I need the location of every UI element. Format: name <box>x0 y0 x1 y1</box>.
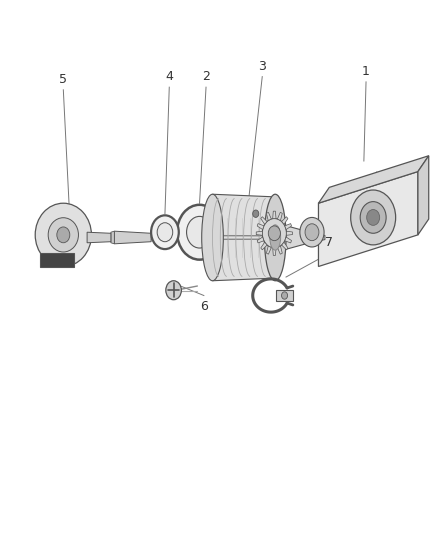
Circle shape <box>367 209 380 225</box>
Polygon shape <box>285 237 292 243</box>
Text: 6: 6 <box>200 300 208 312</box>
Text: 3: 3 <box>258 60 266 72</box>
Circle shape <box>166 281 181 300</box>
Polygon shape <box>266 212 271 221</box>
Polygon shape <box>87 232 111 243</box>
Circle shape <box>187 216 212 248</box>
Circle shape <box>157 223 173 241</box>
Circle shape <box>57 227 70 243</box>
Polygon shape <box>310 232 325 243</box>
Polygon shape <box>277 246 282 254</box>
Polygon shape <box>261 217 267 224</box>
Circle shape <box>360 201 386 233</box>
Circle shape <box>305 224 319 241</box>
Polygon shape <box>257 224 264 230</box>
Polygon shape <box>275 223 310 252</box>
Circle shape <box>351 190 396 245</box>
Polygon shape <box>256 231 262 235</box>
Text: 2: 2 <box>202 70 210 83</box>
Polygon shape <box>266 246 271 254</box>
Ellipse shape <box>265 194 286 281</box>
Polygon shape <box>273 211 276 219</box>
Polygon shape <box>305 226 318 240</box>
Circle shape <box>262 219 286 248</box>
Text: 5: 5 <box>59 73 67 86</box>
Polygon shape <box>212 194 275 281</box>
Text: 1: 1 <box>362 65 370 78</box>
Circle shape <box>151 215 179 249</box>
Polygon shape <box>261 242 267 250</box>
Polygon shape <box>257 237 264 243</box>
Ellipse shape <box>270 225 281 250</box>
Polygon shape <box>39 253 74 266</box>
Polygon shape <box>282 242 288 250</box>
Polygon shape <box>276 290 293 301</box>
Polygon shape <box>318 156 429 203</box>
Polygon shape <box>277 212 282 221</box>
Ellipse shape <box>202 194 223 281</box>
Polygon shape <box>273 248 276 255</box>
Polygon shape <box>114 231 151 244</box>
Text: 7: 7 <box>325 236 333 249</box>
Circle shape <box>300 217 324 247</box>
Circle shape <box>177 205 222 260</box>
Polygon shape <box>282 217 288 224</box>
Polygon shape <box>418 156 429 235</box>
Circle shape <box>282 292 288 299</box>
Circle shape <box>268 226 280 241</box>
Circle shape <box>253 210 259 217</box>
Polygon shape <box>111 231 114 244</box>
Ellipse shape <box>35 203 92 266</box>
Ellipse shape <box>48 217 78 252</box>
Polygon shape <box>318 172 418 266</box>
Polygon shape <box>285 224 292 230</box>
Text: 4: 4 <box>165 70 173 83</box>
Polygon shape <box>286 231 293 235</box>
